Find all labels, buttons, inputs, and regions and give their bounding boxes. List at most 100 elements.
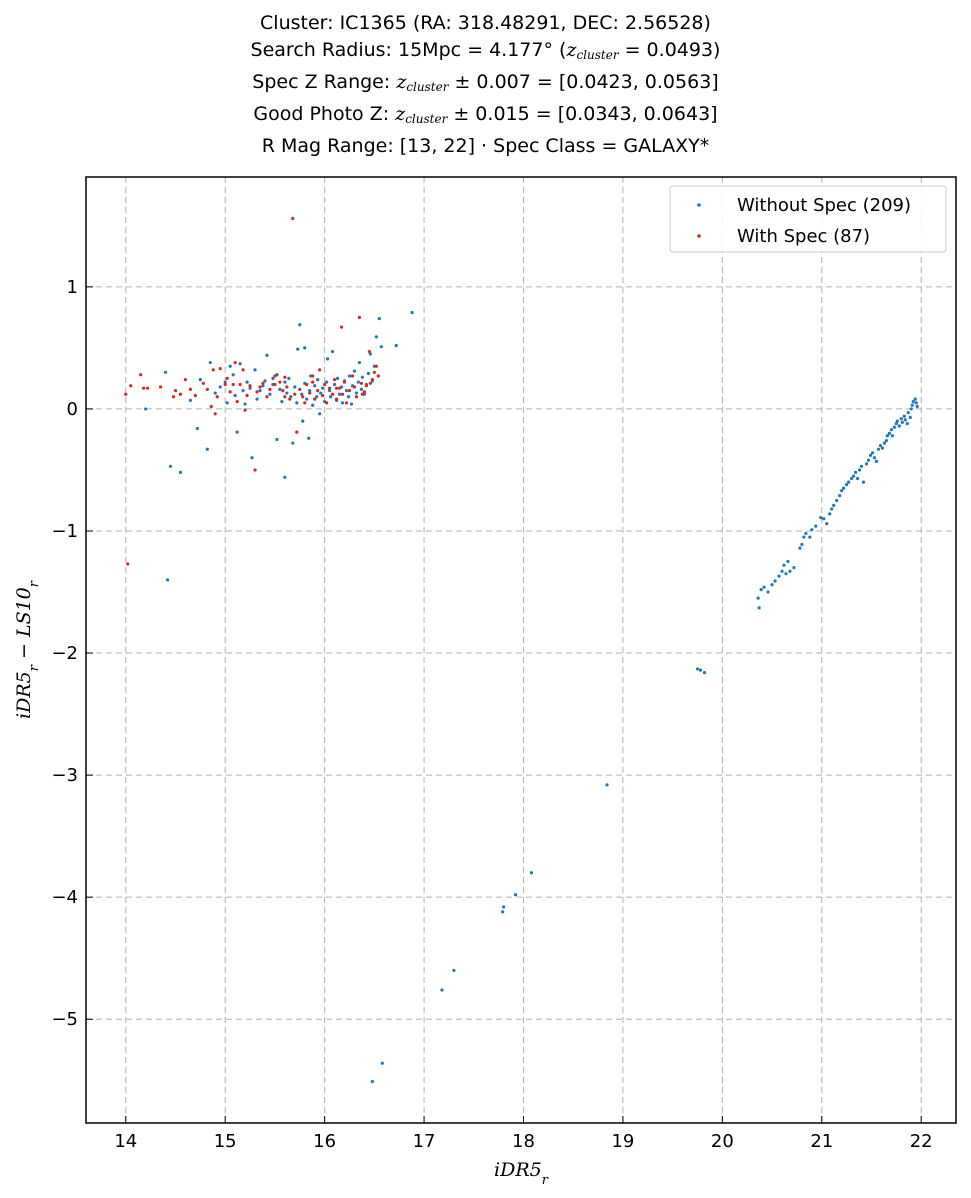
point-with-spec [295, 430, 299, 434]
point-without-spec [253, 368, 257, 372]
point-with-spec [183, 378, 188, 382]
point-without-spec [903, 418, 907, 422]
point-without-spec [832, 503, 836, 507]
point-with-spec [318, 368, 322, 372]
point-without-spec [280, 399, 284, 404]
point-without-spec [283, 380, 287, 384]
point-without-spec [822, 517, 826, 521]
point-without-spec [245, 380, 249, 384]
point-with-spec [340, 392, 345, 396]
title-line-4: Good Photo Z: zcluster ± 0.015 = [0.0343… [253, 103, 718, 126]
point-without-spec [792, 566, 796, 570]
point-without-spec [265, 353, 269, 357]
point-without-spec [784, 572, 788, 576]
point-without-spec [757, 606, 761, 610]
point-with-spec [218, 367, 222, 371]
point-with-spec [316, 389, 320, 393]
point-without-spec [814, 524, 818, 528]
point-without-spec [357, 360, 362, 365]
point-with-spec [367, 349, 371, 354]
y-tick-label: 0 [67, 399, 78, 420]
point-with-spec [298, 387, 302, 391]
point-with-spec [305, 382, 309, 387]
point-without-spec [346, 395, 351, 399]
title-line-3: Spec Z Range: zcluster ± 0.007 = [0.0423… [252, 71, 719, 94]
point-without-spec [261, 384, 265, 388]
point-without-spec [880, 446, 885, 450]
point-with-spec [211, 368, 215, 372]
point-without-spec [205, 447, 209, 451]
point-without-spec [914, 401, 918, 405]
point-with-spec [253, 468, 257, 472]
point-with-spec [359, 381, 364, 385]
point-without-spec [223, 380, 227, 384]
point-without-spec [347, 374, 352, 378]
point-with-spec [370, 378, 374, 382]
point-without-spec [501, 910, 505, 914]
point-without-spec [287, 376, 291, 381]
point-with-spec [248, 384, 252, 388]
y-tick-label: −3 [51, 765, 78, 786]
point-with-spec [342, 380, 347, 384]
point-with-spec [223, 382, 227, 387]
point-without-spec [325, 380, 329, 384]
point-with-spec [293, 392, 297, 396]
point-with-spec [301, 395, 305, 399]
point-without-spec [819, 515, 823, 520]
point-without-spec [305, 397, 309, 401]
point-without-spec [808, 535, 812, 539]
point-without-spec [163, 370, 168, 374]
point-without-spec [250, 456, 254, 460]
point-with-spec [193, 393, 197, 398]
point-without-spec [855, 476, 860, 481]
point-without-spec [144, 407, 148, 411]
point-with-spec [139, 373, 143, 377]
point-without-spec [861, 480, 866, 484]
point-without-spec [255, 397, 259, 401]
point-without-spec [335, 376, 340, 381]
point-without-spec [780, 569, 784, 573]
point-with-spec [350, 374, 355, 378]
point-without-spec [762, 585, 766, 589]
point-without-spec [241, 389, 245, 393]
point-with-spec [124, 392, 128, 396]
point-with-spec [215, 395, 219, 399]
point-without-spec [786, 559, 790, 564]
point-without-spec [695, 667, 700, 671]
point-without-spec [440, 988, 444, 992]
point-without-spec [828, 512, 832, 516]
point-without-spec [913, 397, 917, 401]
point-without-spec [303, 346, 307, 350]
legend-marker [697, 234, 701, 238]
point-without-spec [374, 335, 378, 339]
point-without-spec [313, 384, 317, 388]
point-without-spec [853, 470, 858, 474]
point-with-spec [308, 391, 312, 395]
point-with-spec [344, 401, 349, 405]
point-without-spec [332, 382, 337, 387]
point-with-spec [275, 373, 279, 377]
point-without-spec [328, 395, 333, 399]
point-with-spec [265, 395, 269, 399]
point-without-spec [377, 316, 381, 321]
point-without-spec [911, 399, 915, 404]
point-with-spec [339, 325, 344, 329]
point-without-spec [225, 401, 229, 405]
point-without-spec [513, 893, 518, 897]
point-without-spec [770, 583, 774, 587]
point-with-spec [376, 374, 380, 378]
point-without-spec [838, 493, 842, 498]
point-without-spec [756, 596, 760, 600]
point-without-spec [289, 395, 293, 399]
point-without-spec [228, 364, 232, 368]
point-without-spec [188, 398, 192, 402]
point-without-spec [698, 668, 703, 672]
point-without-spec [349, 402, 354, 406]
point-without-spec [379, 345, 383, 349]
point-without-spec [380, 1061, 384, 1065]
point-without-spec [870, 451, 875, 455]
point-without-spec [892, 425, 896, 429]
point-with-spec [245, 393, 249, 398]
point-with-spec [330, 392, 335, 396]
axis-ticks: 14 15 16 17 18 19 20 21 22 1 0 −1 −2 −3 −4 −5 [51, 277, 932, 1152]
